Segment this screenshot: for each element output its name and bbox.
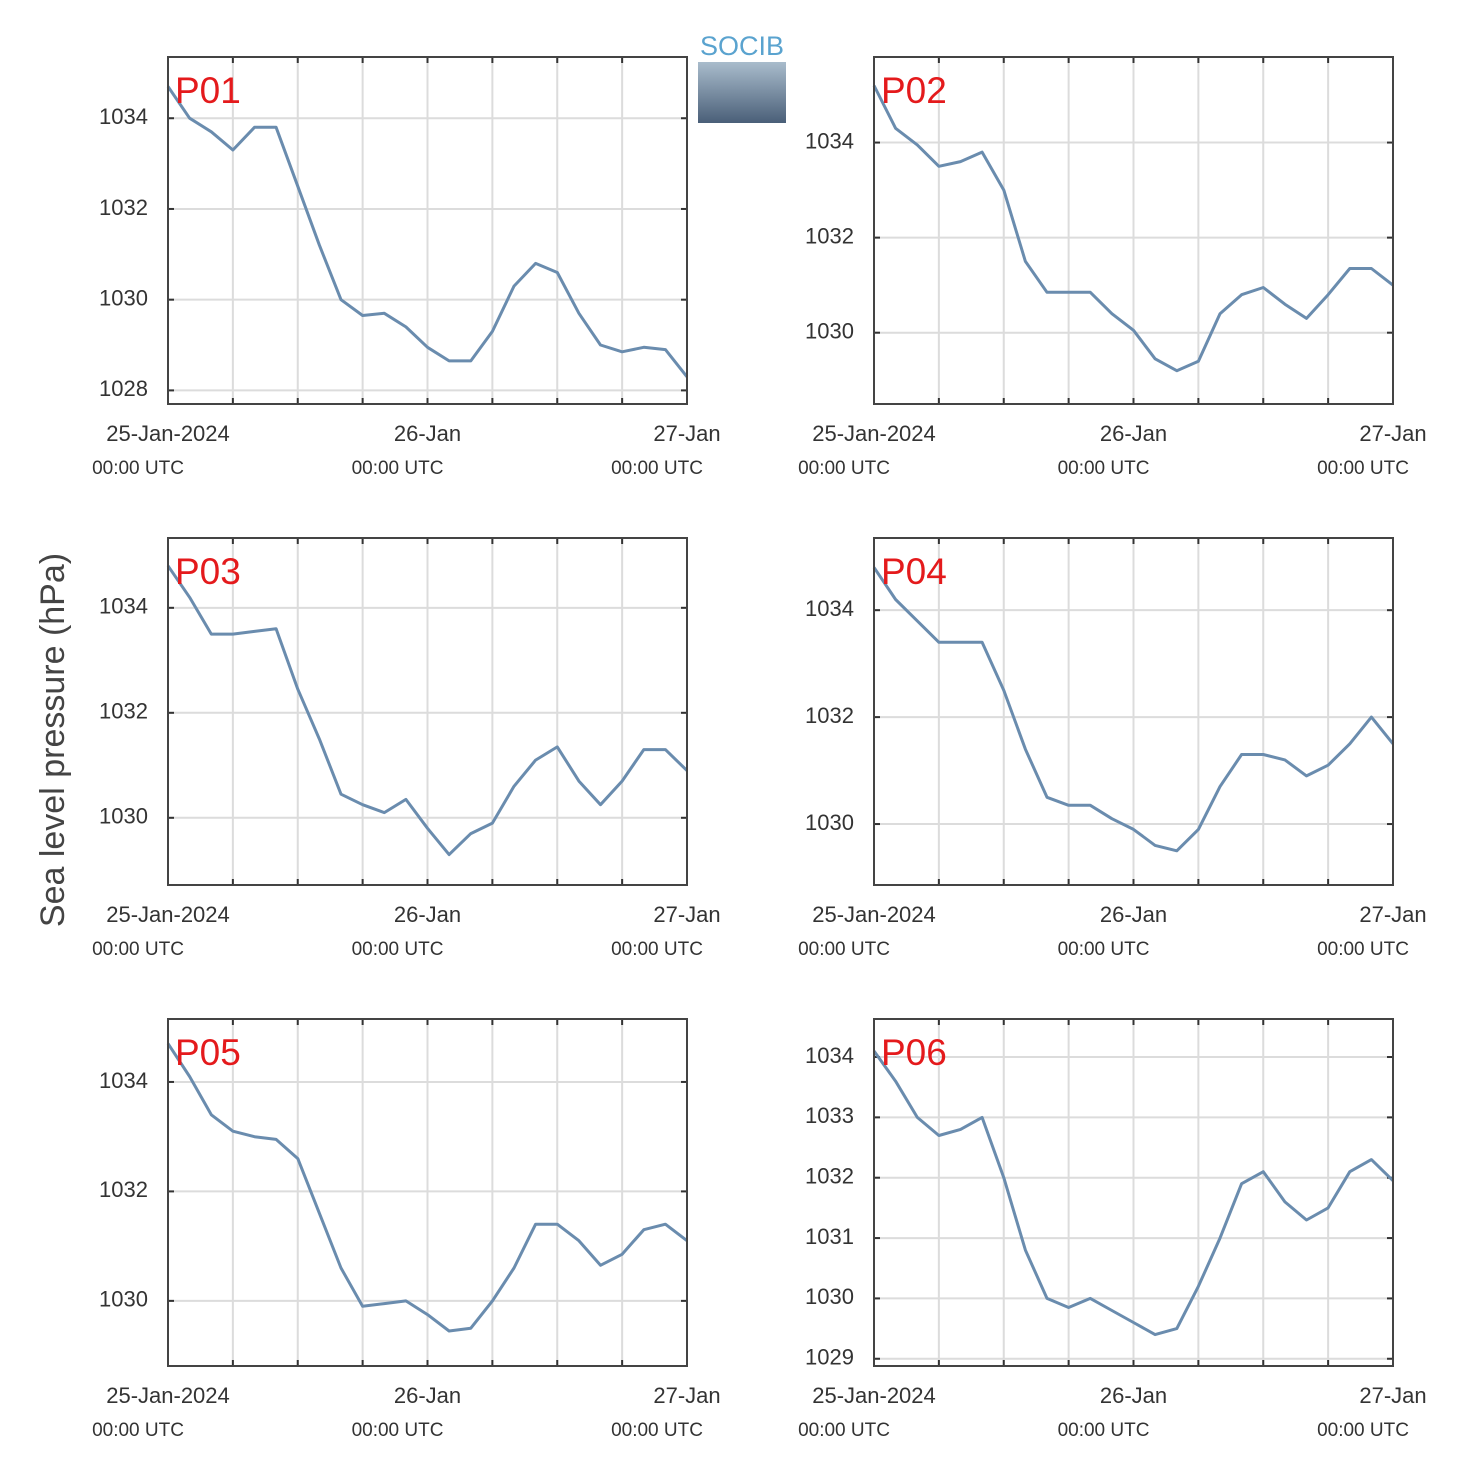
panel-title: P06 (881, 1032, 947, 1073)
panel: 1030 1032 1034 25-Jan-2024 00:00 UTC 26-Jan 00… (798, 56, 1427, 479)
x-tick-label: 25-Jan-2024 (812, 902, 936, 927)
x-tick-sublabel: 00:00 UTC (1058, 458, 1150, 479)
x-tick-sublabel: 00:00 UTC (1317, 939, 1409, 960)
panel: 1030 1032 1034 25-Jan-2024 00:00 UTC 26-Jan 00… (92, 1018, 721, 1441)
x-tick-sublabel: 00:00 UTC (1317, 458, 1409, 479)
x-tick-label: 26-Jan (394, 421, 461, 446)
y-tick-label: 1032 (805, 1164, 854, 1189)
plot-frame (873, 537, 1394, 886)
x-tick-sublabel: 00:00 UTC (1058, 939, 1150, 960)
x-tick-sublabel: 00:00 UTC (611, 1420, 703, 1441)
x-tick-label: 25-Jan-2024 (106, 902, 230, 927)
y-tick-label: 1032 (99, 699, 148, 724)
x-tick-label: 26-Jan (1100, 1383, 1167, 1408)
y-tick-label: 1029 (805, 1345, 854, 1370)
x-tick-sublabel: 00:00 UTC (611, 458, 703, 479)
y-tick-label: 1033 (805, 1103, 854, 1128)
logo: SOCIB (698, 31, 786, 123)
data-line (166, 564, 689, 857)
data-line (872, 1050, 1395, 1337)
x-tick-sublabel: 00:00 UTC (1058, 1420, 1150, 1441)
plot-frame (873, 56, 1394, 405)
data-line (872, 566, 1395, 853)
data-line (872, 84, 1394, 373)
y-tick-label: 1030 (99, 285, 148, 310)
x-tick-sublabel: 00:00 UTC (92, 458, 184, 479)
panel-title: P01 (175, 70, 241, 111)
y-tick-label: 1034 (99, 1068, 148, 1093)
y-tick-label: 1032 (99, 1177, 148, 1202)
data-line (166, 1042, 688, 1333)
x-tick-label: 25-Jan-2024 (812, 421, 936, 446)
plot-frame (167, 537, 688, 886)
x-tick-sublabel: 00:00 UTC (352, 939, 444, 960)
x-tick-label: 25-Jan-2024 (106, 421, 230, 446)
plot-frame (167, 56, 688, 405)
panel: 1029 1030 1031 1032 1033 1034 25-Jan-2024 00:00… (798, 1018, 1427, 1441)
y-tick-label: 1032 (805, 703, 854, 728)
y-tick-label: 1030 (805, 810, 854, 835)
x-tick-sublabel: 00:00 UTC (92, 1420, 184, 1441)
x-tick-label: 27-Jan (1359, 1383, 1426, 1408)
x-tick-label: 27-Jan (1359, 902, 1426, 927)
plot-frame (873, 1018, 1394, 1367)
x-tick-label: 27-Jan (653, 902, 720, 927)
x-tick-sublabel: 00:00 UTC (352, 458, 444, 479)
x-tick-sublabel: 00:00 UTC (1317, 1420, 1409, 1441)
data-line (166, 85, 689, 378)
y-tick-label: 1034 (99, 104, 148, 129)
x-tick-sublabel: 00:00 UTC (798, 1420, 890, 1441)
y-tick-label: 1030 (99, 804, 148, 829)
y-axis-label: Sea level pressure (hPa) (34, 553, 72, 927)
y-tick-label: 1030 (805, 319, 854, 344)
panel: 1030 1032 1034 25-Jan-2024 00:00 UTC 26-Jan 00… (92, 537, 721, 960)
panel-title: P05 (175, 1032, 241, 1073)
panel: 1030 1032 1034 25-Jan-2024 00:00 UTC 26-Jan 00… (798, 537, 1427, 960)
panel: 1028 1030 1032 1034 25-Jan-2024 00:00 UTC 26-J… (92, 56, 721, 479)
panel-title: P04 (881, 551, 947, 592)
x-tick-sublabel: 00:00 UTC (352, 1420, 444, 1441)
x-tick-label: 26-Jan (1100, 902, 1167, 927)
y-tick-label: 1032 (99, 195, 148, 220)
x-tick-sublabel: 00:00 UTC (798, 458, 890, 479)
x-tick-label: 26-Jan (1100, 421, 1167, 446)
y-tick-label: 1034 (805, 1043, 854, 1068)
panel-title: P03 (175, 551, 241, 592)
x-tick-label: 27-Jan (653, 1383, 720, 1408)
x-tick-sublabel: 00:00 UTC (92, 939, 184, 960)
y-tick-label: 1032 (805, 223, 854, 248)
x-tick-label: 25-Jan-2024 (812, 1383, 936, 1408)
x-tick-label: 27-Jan (1359, 421, 1426, 446)
y-tick-label: 1030 (99, 1287, 148, 1312)
y-tick-label: 1028 (99, 376, 148, 401)
x-tick-label: 27-Jan (653, 421, 720, 446)
x-tick-sublabel: 00:00 UTC (611, 939, 703, 960)
panel-title: P02 (881, 70, 947, 111)
x-tick-sublabel: 00:00 UTC (798, 939, 890, 960)
y-tick-label: 1031 (805, 1224, 854, 1249)
logo-text: SOCIB (700, 31, 784, 61)
x-tick-label: 26-Jan (394, 902, 461, 927)
y-tick-label: 1030 (805, 1284, 854, 1309)
plot-frame (167, 1018, 688, 1367)
logo-graphic (698, 62, 786, 123)
y-tick-label: 1034 (805, 596, 854, 621)
x-tick-label: 25-Jan-2024 (106, 1383, 230, 1408)
x-tick-label: 26-Jan (394, 1383, 461, 1408)
y-tick-label: 1034 (99, 594, 148, 619)
y-tick-label: 1034 (805, 128, 854, 153)
